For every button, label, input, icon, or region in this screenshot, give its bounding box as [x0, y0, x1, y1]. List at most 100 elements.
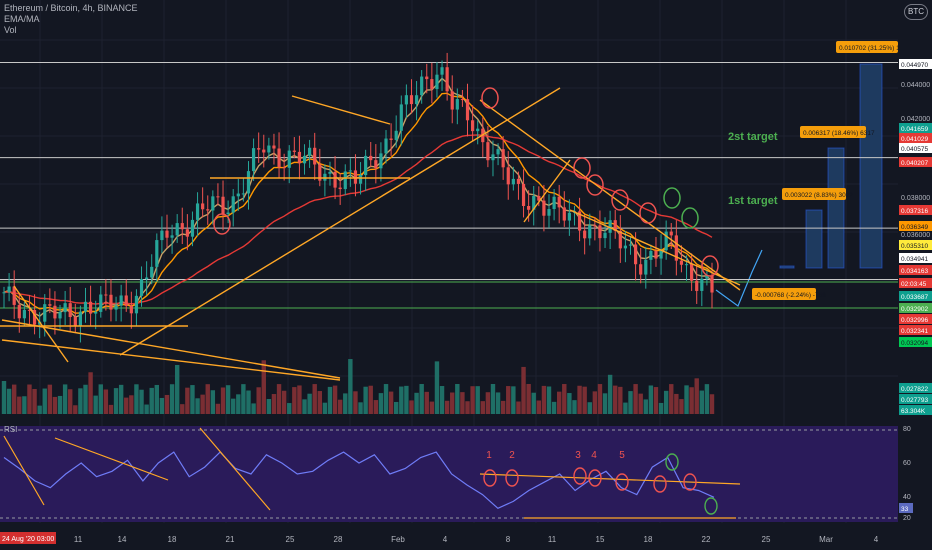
- rsi-trendline: [3, 435, 45, 506]
- candle-body: [150, 266, 154, 278]
- marker-circle: [701, 255, 719, 277]
- trendline: [1, 339, 341, 381]
- candle-body: [109, 294, 113, 310]
- candle-body: [333, 171, 337, 188]
- time-axis[interactable]: 24 Aug '20 03:00 11 14 18 21 25 28 Feb 4 8 11 15 18 2…: [0, 530, 932, 550]
- ema-indicator-label[interactable]: EMA/MA: [4, 14, 40, 24]
- price-marker-bg: [899, 133, 932, 143]
- candle-body: [511, 178, 515, 185]
- price-marker-label: 0.041029: [901, 136, 928, 143]
- volume-bar: [343, 393, 348, 414]
- candle-body: [27, 309, 32, 311]
- time-axis-tick: Feb: [391, 535, 405, 544]
- price-marker-bg: [899, 240, 932, 250]
- volume-bar: [215, 403, 221, 414]
- candle-body: [399, 104, 403, 131]
- candle-body: [501, 149, 505, 168]
- candle-body: [7, 286, 11, 293]
- trendlines[interactable]: [0, 87, 741, 381]
- rsi-current-label: 33: [901, 506, 909, 513]
- candle-body: [353, 170, 358, 184]
- time-axis-tick: Mar: [819, 535, 833, 544]
- volume-bar: [32, 388, 37, 414]
- volume-bar: [638, 393, 643, 414]
- price-marker-bg: [899, 205, 932, 215]
- volume-bar: [327, 386, 333, 414]
- candle-body: [170, 235, 174, 238]
- volume-bar: [674, 393, 679, 414]
- volume-bar: [200, 394, 205, 414]
- price-marker-label: 0.032341: [901, 328, 928, 335]
- candle-body: [185, 229, 189, 237]
- volume-bar: [317, 391, 322, 414]
- candle-body: [705, 275, 709, 279]
- candle-body: [282, 167, 286, 169]
- volume-bar: [526, 384, 531, 414]
- horizontal-levels[interactable]: [0, 61, 898, 309]
- volume-bar: [704, 384, 710, 414]
- volume-bar: [83, 384, 88, 414]
- volume-bar: [531, 392, 536, 414]
- marker-circle: [611, 189, 629, 211]
- candle-body: [83, 301, 88, 312]
- volume-bar: [353, 391, 358, 414]
- candle-body: [257, 148, 261, 150]
- price-scale-tick: 0.044000: [901, 82, 930, 89]
- symbol-title[interactable]: Ethereum / Bitcoin, 4h, BINANCE: [4, 3, 138, 13]
- marker-circles: [213, 87, 719, 277]
- measure-box-1-text: 0.003022 (8.83%) 3022: [785, 192, 853, 199]
- candle-body: [557, 196, 561, 208]
- price-marker-bg: [899, 221, 932, 231]
- price-marker-bg: [899, 143, 932, 153]
- candle-body: [547, 209, 551, 216]
- price-marker-label: 0.040575: [901, 146, 928, 153]
- volume-bar: [292, 387, 297, 414]
- candle-body: [445, 67, 449, 92]
- volume-bar: [195, 398, 200, 414]
- volume-bar: [42, 388, 47, 414]
- rsi-label: RSI: [4, 425, 17, 434]
- volume-bar: [602, 393, 608, 414]
- price-scale-tick: 0.042000: [901, 116, 930, 123]
- volume-bar: [653, 387, 659, 414]
- time-axis-tick: 14: [118, 535, 127, 544]
- candle-body: [588, 225, 592, 239]
- projection-path: [715, 249, 763, 307]
- annotations: 1st target 2st target 0.003022 (8.83%) 302…: [728, 41, 915, 300]
- candle-body: [491, 154, 495, 161]
- volume-indicator-label[interactable]: Vol: [4, 25, 17, 35]
- price-marker-bg: [899, 394, 932, 404]
- currency-badge[interactable]: BTC: [904, 4, 928, 20]
- trendline: [119, 87, 561, 356]
- volume-bar: [684, 385, 689, 414]
- volume-bar: [383, 384, 389, 414]
- volume-bar: [541, 385, 547, 414]
- candle-body: [516, 178, 521, 184]
- price-marker-label: 63.304K: [901, 408, 926, 415]
- candle-body: [2, 292, 6, 294]
- trendline: [479, 99, 741, 291]
- price-scale[interactable]: 0.044000 0.042000 0.038000 0.036000 0.044970…: [898, 0, 932, 550]
- volume-bar: [164, 394, 170, 414]
- volume-bar: [210, 390, 216, 414]
- rsi-trendline: [199, 427, 271, 511]
- candle-body: [226, 212, 230, 215]
- marker-circle: [481, 87, 499, 109]
- candle-body: [613, 220, 617, 231]
- volume-bar: [582, 386, 587, 414]
- volume-bar: [669, 384, 674, 414]
- rsi-panel[interactable]: RSI 1 2 3 4 5: [0, 425, 898, 522]
- candle-body: [262, 149, 266, 153]
- candle-body: [669, 231, 673, 236]
- price-marker-label: 0.032996: [901, 317, 928, 324]
- projection-column: [827, 147, 845, 269]
- volume-bar: [679, 399, 684, 414]
- marker-circle: [213, 213, 231, 235]
- candle-body: [664, 231, 668, 251]
- candle-body: [241, 193, 245, 195]
- price-marker-bg: [899, 291, 932, 301]
- price-marker-label: 02:03:45: [901, 281, 927, 288]
- candle-body: [440, 67, 444, 75]
- rsi-scale-tick: 20: [903, 515, 911, 522]
